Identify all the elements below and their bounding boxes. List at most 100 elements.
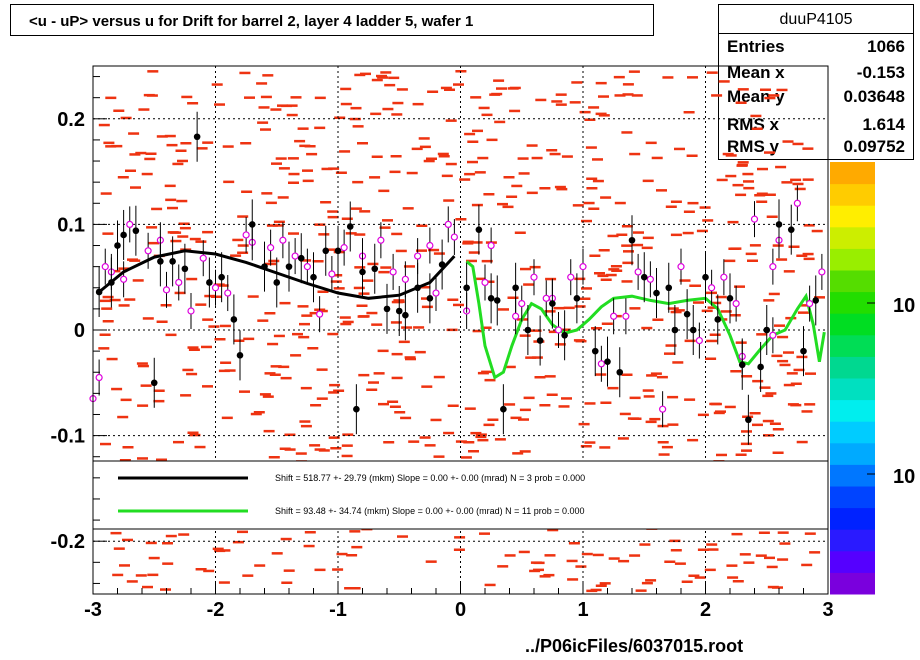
profile-point (689, 326, 697, 334)
scatter-dash (509, 109, 521, 113)
profile-point (745, 416, 752, 424)
scatter-dash (752, 379, 764, 383)
scatter-dash (797, 311, 809, 314)
scatter-dash (571, 81, 583, 84)
profile-point (414, 284, 421, 292)
scatter-dash (327, 248, 339, 251)
scatter-dash (214, 338, 226, 341)
scatter-dash (683, 111, 695, 114)
scatter-dash (567, 578, 579, 581)
open-marker (659, 405, 667, 413)
scatter-dash (288, 172, 300, 176)
scatter-dash (530, 329, 542, 332)
scatter-dash (682, 231, 694, 235)
scatter-dash (622, 93, 634, 96)
scatter-dash (175, 149, 187, 152)
scatter-dash (321, 167, 333, 171)
scatter-dash (202, 318, 214, 321)
scatter-dash (656, 375, 668, 379)
scatter-dash (455, 440, 467, 443)
scatter-dash (639, 543, 651, 546)
scatter-dash (125, 169, 136, 172)
profile-point (120, 231, 127, 239)
scatter-dash (475, 435, 487, 439)
scatter-dash (166, 143, 178, 147)
scatter-dash (729, 314, 741, 317)
scatter-dash (100, 442, 111, 446)
colorbar-cell (830, 334, 875, 357)
scatter-dash (453, 548, 465, 551)
scatter-dash (180, 142, 192, 145)
scatter-dash (272, 224, 284, 227)
scatter-dash (464, 407, 476, 410)
scatter-dash (164, 184, 176, 188)
scatter-dash (253, 411, 265, 414)
open-marker (769, 331, 777, 339)
scatter-dash (259, 393, 271, 396)
scatter-dash (656, 189, 667, 192)
scatter-dash (775, 165, 787, 169)
scatter-dash (263, 429, 275, 433)
open-marker (481, 278, 489, 287)
scatter-dash (141, 172, 153, 176)
scatter-dash (731, 532, 743, 536)
scatter-dash (380, 266, 392, 269)
scatter-dash (711, 94, 723, 97)
scatter-dash (553, 306, 565, 310)
scatter-dash (667, 423, 679, 426)
scatter-dash (367, 262, 379, 266)
scatter-dash (543, 573, 555, 577)
scatter-dash (504, 365, 516, 369)
scatter-dash (269, 373, 281, 376)
scatter-dash (195, 240, 207, 243)
scatter-dash (623, 250, 634, 253)
scatter-dash (504, 403, 516, 406)
scatter-dash (419, 286, 431, 289)
legend: Shift = 518.77 +- 29.79 (mkm) Slope = 0.… (92, 460, 829, 530)
scatter-dash (790, 178, 802, 182)
colorbar-cell (830, 162, 875, 185)
scatter-dash (801, 563, 813, 567)
scatter-dash (288, 232, 299, 235)
open-marker (597, 360, 605, 368)
scatter-dash (335, 171, 347, 174)
scatter-dash (278, 365, 290, 369)
scatter-dash (357, 142, 368, 145)
scatter-dash (478, 106, 490, 110)
scatter-dash (208, 325, 220, 328)
scatter-dash (584, 402, 596, 405)
scatter-dash (346, 554, 358, 557)
scatter-dash (493, 79, 505, 82)
scatter-dash (673, 309, 685, 312)
open-marker (806, 300, 814, 308)
scatter-dash (262, 74, 274, 77)
scatter-dash (768, 94, 780, 97)
scatter-dash (453, 303, 464, 307)
scatter-dash (670, 310, 682, 314)
scatter-dash (405, 357, 416, 361)
fit-curve-right (465, 260, 826, 380)
scatter-dash (502, 205, 514, 209)
scatter-dash (709, 402, 721, 406)
scatter-dash (392, 101, 404, 105)
scatter-dash (739, 553, 751, 556)
scatter-dash (704, 568, 716, 572)
scatter-dash (732, 183, 744, 187)
scatter-dash (264, 312, 276, 315)
stats-divider (719, 33, 913, 34)
scatter-dash (202, 230, 214, 234)
scatter-dash (339, 316, 351, 319)
scatter-dash (382, 219, 393, 222)
scatter-dash (782, 140, 794, 143)
scatter-dash (151, 207, 163, 211)
scatter-dash (642, 179, 654, 183)
scatter-dash (702, 219, 714, 222)
scatter-dash (768, 292, 780, 296)
scatter-dash (802, 178, 814, 181)
scatter-dash (498, 308, 509, 311)
profile-point (512, 284, 519, 292)
stats-key: Entries (727, 37, 785, 56)
scatter-dash (273, 334, 285, 338)
profile-point (169, 258, 176, 265)
scatter-dash (484, 583, 496, 587)
